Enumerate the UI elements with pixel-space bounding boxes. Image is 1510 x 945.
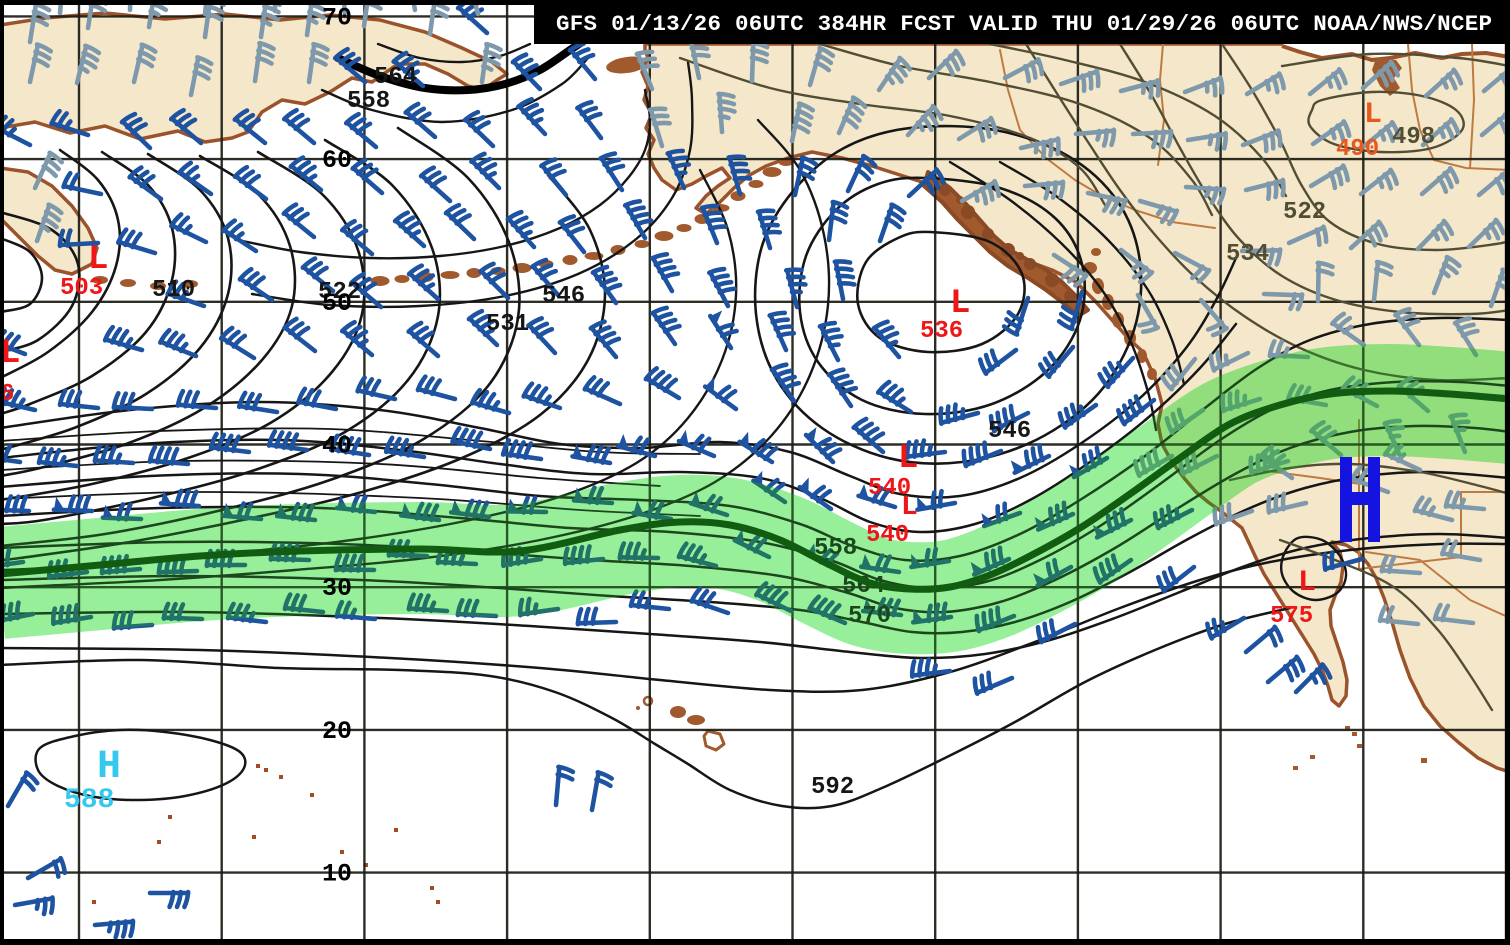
- svg-text:510: 510: [152, 277, 195, 304]
- svg-text:575: 575: [1270, 603, 1313, 630]
- svg-text:564: 564: [374, 64, 417, 91]
- svg-text:592: 592: [811, 774, 854, 801]
- svg-text:50: 50: [322, 289, 352, 318]
- svg-text:490: 490: [1336, 136, 1379, 163]
- svg-text:540: 540: [866, 522, 909, 549]
- svg-text:40: 40: [322, 432, 352, 461]
- svg-text:H: H: [97, 745, 121, 790]
- svg-text:GFS 01/13/26 06UTC 384HR FCST: GFS 01/13/26 06UTC 384HR FCST VALID THU …: [556, 11, 1492, 37]
- svg-text:522: 522: [1283, 199, 1326, 226]
- svg-text:L: L: [1298, 566, 1316, 600]
- svg-text:503: 503: [60, 275, 103, 302]
- svg-text:498: 498: [1392, 124, 1435, 151]
- svg-text:531: 531: [486, 311, 529, 338]
- svg-text:588: 588: [64, 785, 114, 816]
- svg-text:10: 10: [322, 860, 352, 889]
- svg-text:60: 60: [322, 146, 352, 175]
- svg-text:540: 540: [868, 475, 911, 502]
- svg-text:522: 522: [318, 279, 361, 306]
- svg-text:546: 546: [988, 418, 1031, 445]
- svg-text:20: 20: [322, 717, 352, 746]
- svg-text:558: 558: [347, 88, 390, 115]
- svg-text:L: L: [1364, 98, 1382, 132]
- svg-text:534: 534: [1226, 241, 1269, 268]
- svg-text:L: L: [0, 335, 20, 373]
- svg-text:L: L: [901, 492, 918, 523]
- svg-text:L: L: [898, 440, 918, 478]
- svg-text:L: L: [950, 285, 970, 323]
- svg-text:536: 536: [920, 318, 963, 345]
- svg-text:L: L: [88, 241, 108, 279]
- svg-text:30: 30: [322, 574, 352, 603]
- svg-text:546: 546: [542, 283, 585, 310]
- svg-text:70: 70: [322, 3, 352, 32]
